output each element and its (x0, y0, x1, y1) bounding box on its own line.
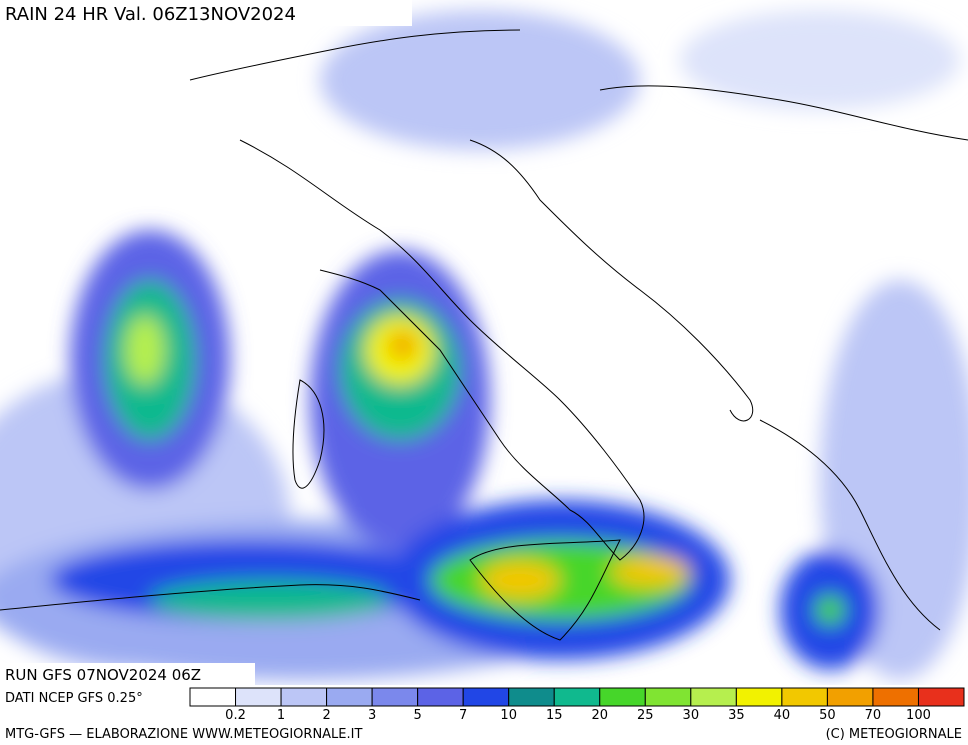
legend-swatch (781, 687, 828, 707)
legend-swatch (326, 687, 373, 707)
map-title: RAIN 24 HR Val. 06Z13NOV2024 (5, 4, 296, 25)
legend-label: 70 (865, 708, 882, 723)
legend-swatch (872, 687, 919, 707)
legend-swatch (189, 687, 237, 707)
run-label: RUN GFS 07NOV2024 06Z (5, 666, 201, 684)
legend-swatch (371, 687, 419, 707)
precipitation-field (0, 10, 968, 680)
legend-swatch (735, 687, 783, 707)
legend: 0.2 1 2 3 5 7 10 15 20 25 30 35 40 50 70 100 (189, 687, 965, 723)
legend-label: 40 (774, 708, 791, 723)
legend-swatch (917, 687, 965, 707)
title-box (0, 0, 412, 26)
legend-label: 30 (683, 708, 700, 723)
copyright: (C) METEOGIORNALE (826, 727, 962, 742)
legend-swatch (690, 687, 737, 707)
legend-swatch (508, 687, 555, 707)
legend-label: 25 (637, 708, 654, 723)
legend-swatch (644, 687, 692, 707)
legend-label: 20 (591, 708, 608, 723)
legend-label: 5 (414, 708, 422, 723)
coastlines (0, 29, 968, 641)
legend-swatch (280, 687, 328, 707)
run-box (0, 663, 255, 685)
legend-label: 50 (819, 708, 836, 723)
legend-label: 15 (546, 708, 563, 723)
legend-swatch (462, 687, 510, 707)
legend-label: 7 (459, 708, 467, 723)
legend-swatch (826, 687, 874, 707)
legend-label: 0.2 (225, 708, 246, 723)
legend-label: 100 (906, 708, 931, 723)
legend-swatch (553, 687, 601, 707)
legend-label: 10 (500, 708, 517, 723)
legend-swatch (417, 687, 464, 707)
legend-label: 1 (277, 708, 285, 723)
legend-label: 3 (368, 708, 376, 723)
source-label: DATI NCEP GFS 0.25° (5, 691, 143, 706)
legend-label: 2 (322, 708, 330, 723)
legend-label: 35 (728, 708, 745, 723)
legend-swatch (235, 687, 282, 707)
credits: MTG-GFS — ELABORAZIONE WWW.METEOGIORNALE… (5, 727, 362, 742)
legend-swatch (599, 687, 646, 707)
